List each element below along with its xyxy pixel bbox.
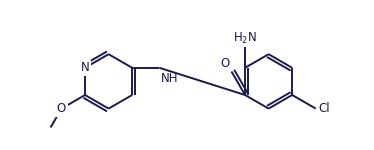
Text: O: O (221, 57, 230, 70)
Text: NH: NH (161, 72, 178, 85)
Text: Cl: Cl (318, 102, 330, 115)
Text: $\mathregular{H_2N}$: $\mathregular{H_2N}$ (233, 31, 257, 46)
Text: O: O (57, 102, 66, 115)
Text: N: N (81, 61, 89, 74)
